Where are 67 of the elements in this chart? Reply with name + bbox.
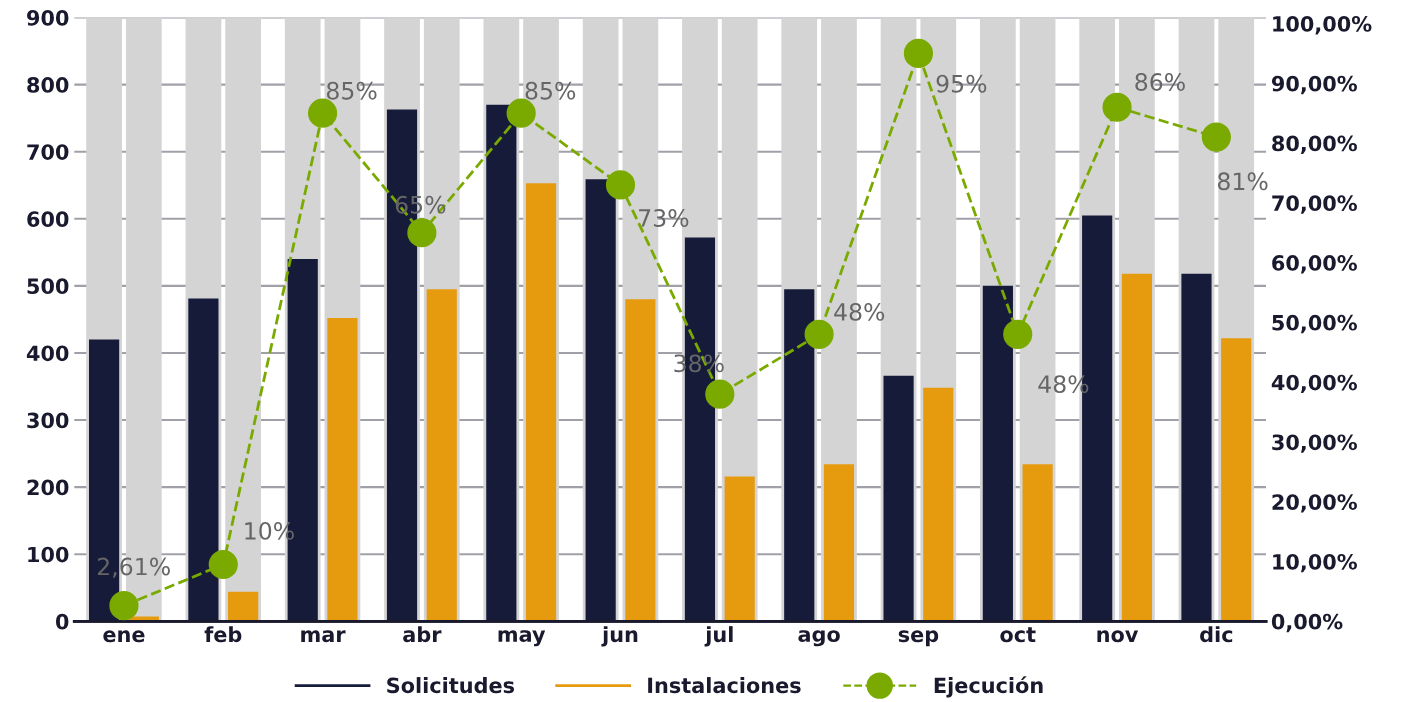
bar [625, 299, 656, 622]
y2-tick-label: 60,00% [1272, 255, 1357, 274]
bar [1121, 273, 1152, 622]
x-tick-label: feb [204, 626, 242, 643]
x-tick-label: oct [1000, 627, 1036, 643]
point [1102, 92, 1132, 122]
x-tick-label: jul [704, 626, 733, 647]
point [208, 549, 238, 580]
y-tick-label: 600 [27, 211, 69, 227]
point [705, 379, 735, 409]
y2-tick-label: 10,00% [1273, 553, 1357, 573]
point [903, 38, 934, 68]
point [506, 98, 536, 128]
y2-tick-label: 100,00% [1273, 15, 1372, 35]
y2-tick-label: 30,00% [1272, 434, 1357, 453]
x-tick-label: sep [898, 630, 939, 647]
y2-tick-label: 20,00% [1272, 494, 1357, 513]
y-tick-label: 700 [27, 144, 69, 160]
data-label: 81% [1217, 172, 1268, 191]
y-tick-label: 300 [27, 412, 69, 429]
y-tick-label: 400 [26, 345, 69, 362]
legend-label: Solicitudes [387, 677, 515, 694]
data-label: 95% [936, 74, 987, 93]
bar [923, 387, 954, 622]
point [407, 218, 437, 248]
y2-tick-label: 40,00% [1271, 374, 1357, 394]
y-tick-label: 900 [27, 10, 69, 26]
y2-tick-label: 70,00% [1272, 195, 1357, 214]
data-label: 85% [525, 81, 576, 100]
y-tick-label: 800 [27, 77, 69, 93]
point [1003, 319, 1033, 349]
x-tick-label: may [498, 630, 546, 647]
data-label: 73% [639, 209, 689, 227]
y2-tick-label: 50,00% [1272, 314, 1357, 334]
legend-label: Instalaciones [648, 677, 801, 694]
bar [228, 591, 259, 622]
bar [327, 318, 358, 622]
point [804, 319, 834, 349]
y-tick-label: 200 [27, 479, 69, 496]
point [605, 170, 636, 200]
data-label: 86% [1135, 73, 1185, 91]
x-tick-label: abr [403, 626, 442, 643]
x-tick-label: ene [103, 630, 145, 643]
bar [525, 183, 557, 622]
point [1201, 122, 1231, 152]
y-tick-label: 100 [28, 546, 69, 563]
y2-tick-label: 0,00% [1271, 613, 1343, 633]
data-label: 85% [326, 81, 377, 100]
bar [823, 464, 855, 622]
bar [1022, 464, 1053, 622]
y-tick-label: 0 [55, 613, 69, 630]
y2-tick-label: 90,00% [1271, 75, 1357, 95]
y-tick-label: 500 [27, 278, 69, 295]
x-tick-label: jun [601, 626, 638, 647]
point [307, 98, 338, 128]
legend-label: Ejecución [934, 676, 1043, 698]
data-label: 65% [395, 195, 446, 214]
x-tick-label: ago [798, 630, 840, 647]
x-tick-label: dic [1200, 626, 1233, 643]
bar [426, 289, 457, 622]
y2-tick-label: 80,00% [1272, 135, 1357, 154]
x-tick-label: nov [1097, 630, 1139, 643]
data-label: 48% [834, 302, 885, 321]
point [109, 591, 139, 621]
x-tick-label: mar [301, 630, 346, 643]
bar [1221, 338, 1252, 622]
bar [724, 476, 755, 622]
